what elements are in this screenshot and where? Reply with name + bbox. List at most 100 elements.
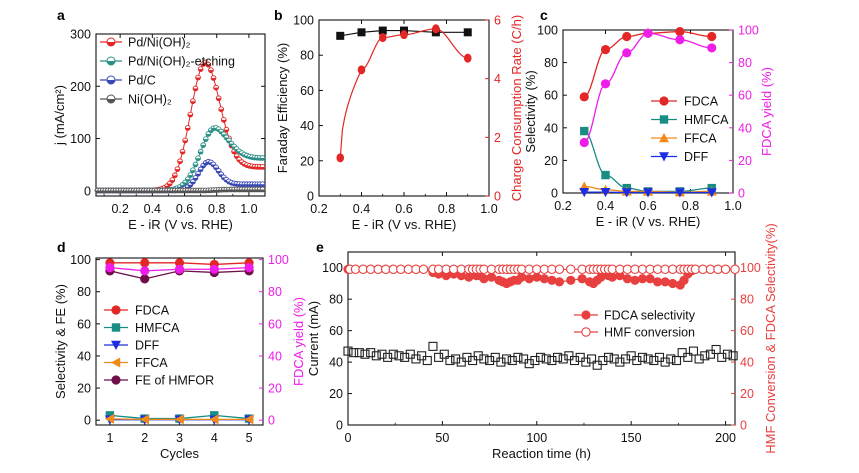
data-point-fill [167,183,173,186]
x-tick-label: 1.0 [480,202,497,216]
data-point [541,354,551,364]
data-point [677,348,687,358]
y-right-tick-label: 80 [740,293,754,307]
plot-frame [318,19,490,197]
data-point-fill [218,109,224,112]
data-point [700,351,710,361]
data-point [244,414,254,425]
data-point [626,351,636,361]
data-point [615,357,625,367]
data-point-fill [260,189,265,192]
x-axis-label: Reaction time (h) [492,446,591,461]
legend-entry: FDCA [651,95,719,109]
x-tick-label: 0.8 [682,199,699,213]
data-point-fill [198,169,204,172]
legend-label: DFF [684,150,709,164]
data-point [400,30,408,40]
data-point [366,348,376,358]
legend-entry: FFCA [104,356,168,370]
data-point-fill [231,151,237,154]
data-point [336,31,345,40]
legend-entry: FFCA [651,132,717,146]
y-right-tick-label: 20 [740,387,754,401]
data-point [140,258,150,268]
x-tick-label: 3 [176,431,183,445]
data-point [674,188,685,198]
data-point [632,355,642,366]
plot-frame [562,29,734,194]
data-point [209,414,219,425]
data-point [432,24,440,34]
y-tick-label: 0 [307,190,314,204]
x-tick-label: 0 [345,431,352,445]
legend-entry: FDCA selectivity [574,309,696,323]
data-point [730,264,740,275]
legend-marker-fill [107,80,115,84]
plot-frame [95,33,266,197]
x-axis-label: E - iR (V vs. RHE) [596,214,701,229]
x-tick-label: 0.6 [395,202,412,216]
legend-label: FDCA [684,95,719,109]
data-point-fill [195,173,201,177]
legend-label: FFCA [684,132,717,146]
data-point [513,352,523,362]
y-tick-label: 60 [300,84,314,98]
data-point-fill [223,129,229,133]
y-right-tick-label: 40 [268,349,282,363]
data-point [660,357,670,367]
data-point [354,348,364,358]
legend-label: HMFCA [135,321,180,335]
data-point-fill [195,77,201,80]
data-point [411,354,421,364]
y-right-tick-label: 60 [740,324,754,338]
data-point-fill [169,180,175,183]
data-point-fill [193,88,198,91]
data-point [554,277,565,287]
data-point [603,352,614,362]
data-point [496,357,506,367]
data-point [360,349,370,359]
data-point [675,27,685,37]
x-tick-label: 50 [435,431,449,445]
data-point [652,277,663,287]
x-tick-label: 0.2 [111,202,128,216]
x-tick-label: 150 [621,431,642,445]
y-right-tick-label: 100 [738,24,759,38]
x-tick-label: 1.0 [240,202,257,216]
y-tick-label: 200 [70,80,91,94]
x-tick-label: 0.2 [310,202,327,216]
data-point [600,187,611,198]
x-tick-label: 0.4 [597,199,614,213]
data-point [417,351,427,361]
data-point [405,349,415,359]
series-line [339,28,468,158]
y-right-tick-label: 2 [494,131,501,145]
y-tick-label: 60 [77,317,91,331]
y-right-tick-label: 6 [494,14,501,28]
legend-label: HMF conversion [604,326,695,340]
y-tick-label: 60 [329,324,343,338]
y-right-axis-label: HMF Conversion & FDCA Selectivity(%) [763,223,778,453]
legend-marker [111,323,121,332]
data-point [621,188,632,198]
legend-marker [111,305,121,315]
y-tick-label: 0 [336,419,343,433]
y-right-tick-label: 100 [268,253,289,267]
data-point-fill [172,175,178,178]
data-point [104,413,115,424]
series-3 [579,187,717,198]
legend-entry: HMF conversion [574,326,695,340]
data-point [649,355,659,366]
data-point-fill [175,169,180,172]
data-point [579,187,590,198]
x-tick-label: 100 [526,431,547,445]
data-point [592,360,602,370]
data-point [507,355,517,366]
data-point [468,355,478,366]
y-right-tick-label: 80 [268,285,282,299]
data-point [139,414,149,425]
y-right-axis-label: FDCA yield (%) [759,67,774,156]
series-5 [105,263,254,276]
data-point [463,28,472,37]
